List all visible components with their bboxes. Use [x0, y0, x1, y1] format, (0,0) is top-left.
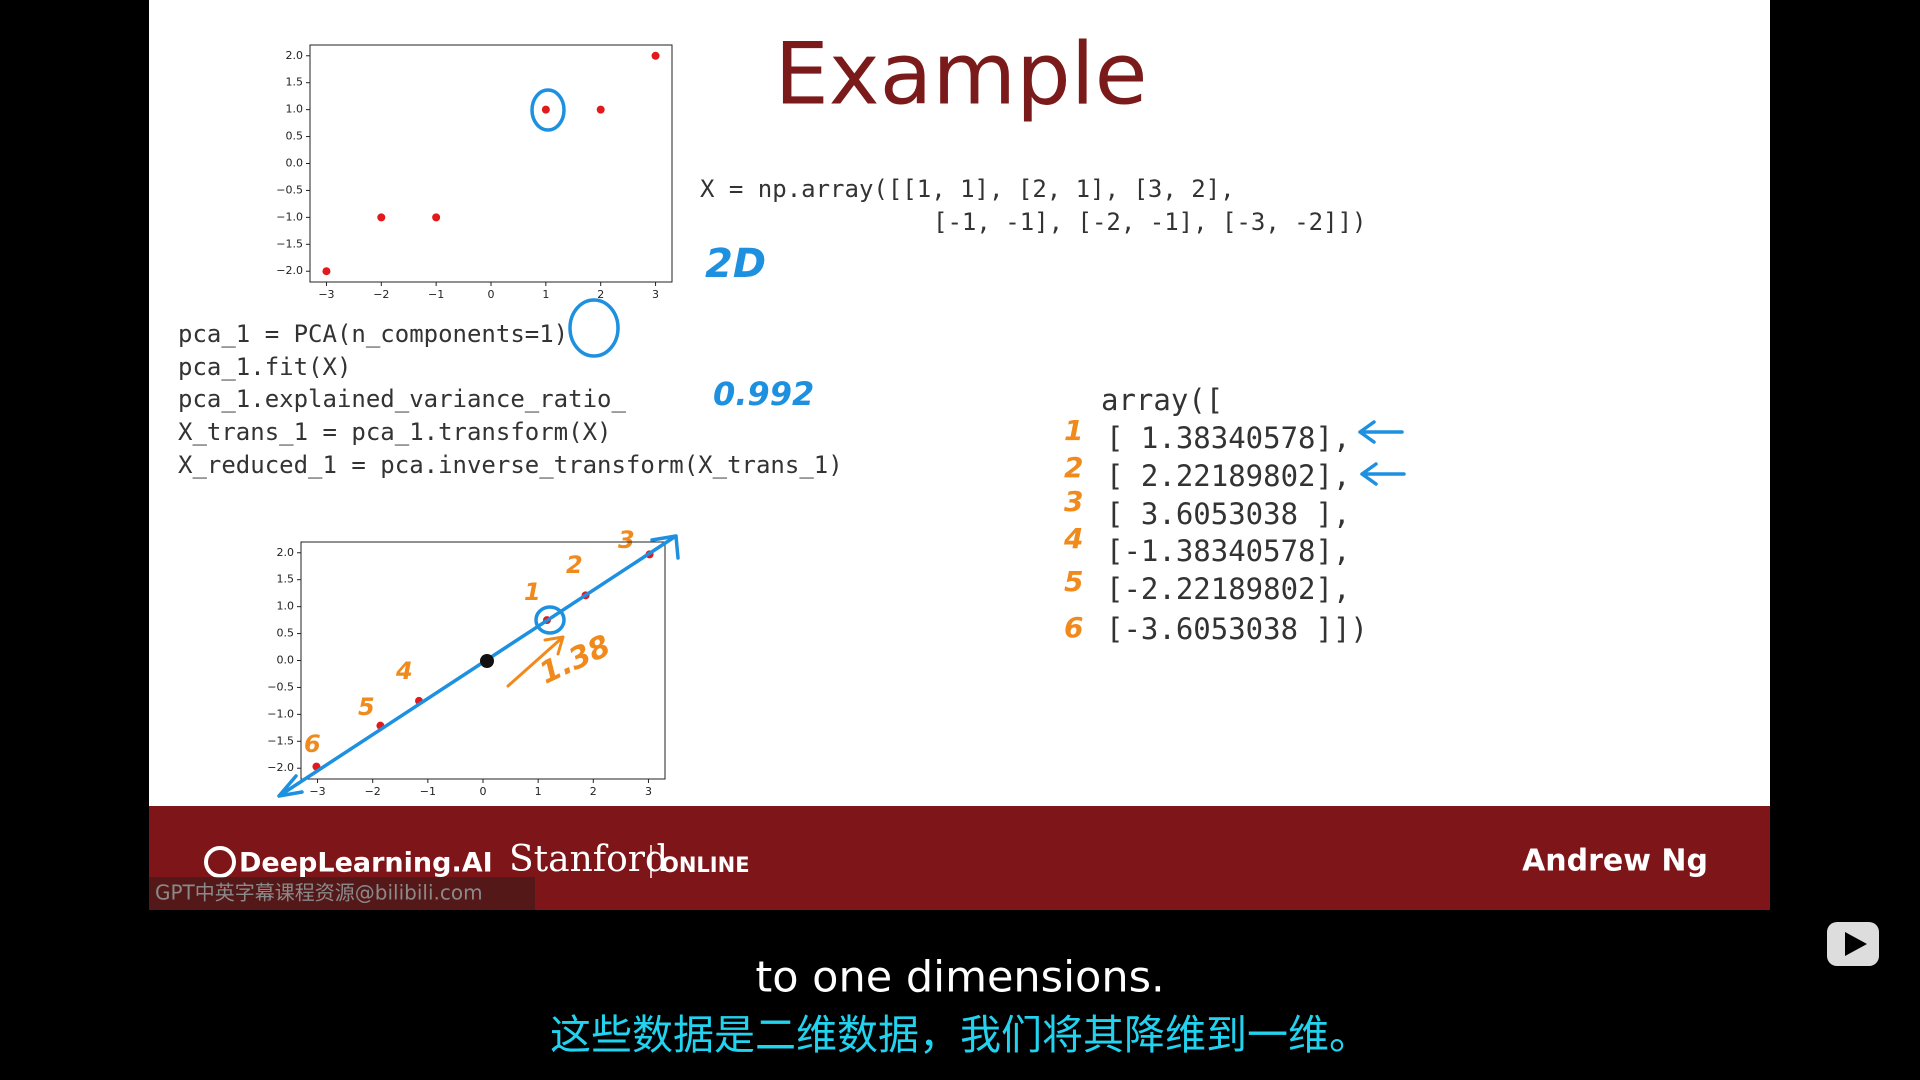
y-tick-label: −0.5 — [276, 183, 303, 196]
x-tick-label: 2 — [590, 785, 597, 798]
x-tick-label: −3 — [309, 785, 325, 798]
projection-line — [277, 534, 680, 798]
code-line: X_trans_1 = pca_1.transform(X) — [178, 418, 611, 446]
slide — [149, 0, 1770, 806]
output-line: [-2.22189802], — [1106, 572, 1350, 606]
y-tick-label: 0.0 — [286, 157, 304, 170]
arrow-note — [1358, 420, 1406, 486]
university: Stanford — [509, 839, 668, 880]
presenter: Andrew Ng — [1522, 844, 1708, 879]
y-tick-label: −1.5 — [267, 734, 294, 747]
data-point — [651, 51, 660, 60]
point-number: 3 — [618, 526, 635, 554]
output-line: array([ — [1101, 383, 1223, 417]
output-line: [ 3.6053038 ], — [1106, 497, 1350, 531]
y-tick-label: −2.0 — [267, 761, 294, 774]
x-tick-label: −1 — [428, 288, 444, 301]
row-number: 5 — [1064, 565, 1083, 598]
data-point — [377, 213, 386, 222]
slide-title: Example — [774, 24, 1147, 124]
row-number: 4 — [1063, 522, 1083, 555]
output-line: [-1.38340578], — [1106, 534, 1350, 568]
y-tick-label: −1.0 — [267, 707, 294, 720]
y-tick-label: 1.5 — [286, 76, 304, 89]
point-number: 4 — [395, 657, 413, 685]
row-number: 2 — [1064, 451, 1083, 484]
point-number: 2 — [566, 551, 583, 579]
x-tick-label: 3 — [652, 288, 659, 301]
watermark: GPT中英字幕课程资源@bilibili.com — [155, 881, 483, 905]
y-tick-label: 1.0 — [286, 103, 304, 116]
circle-note — [534, 605, 566, 635]
y-tick-label: 2.0 — [286, 49, 304, 62]
x-tick-label: 0 — [480, 785, 487, 798]
y-tick-label: 1.5 — [277, 573, 295, 586]
y-tick-label: −1.5 — [276, 237, 303, 250]
y-tick-label: −1.0 — [276, 210, 303, 223]
y-tick-label: 0.5 — [286, 130, 304, 143]
brand: DeepLearning.AI — [239, 848, 493, 879]
handwritten-note: 0.992 — [713, 375, 814, 413]
code-line: pca_1 = PCA(n_components=1) — [178, 320, 568, 348]
code-line: X = np.array([[1, 1], [2, 1], [3, 2], — [700, 175, 1235, 203]
code-line: [-1, -1], [-2, -1], [-3, -2]]) — [933, 208, 1366, 236]
row-number: 1 — [1064, 414, 1083, 447]
x-tick-label: −2 — [365, 785, 381, 798]
row-number: 3 — [1064, 485, 1083, 518]
x-tick-label: 3 — [645, 785, 652, 798]
output-line: [-3.6053038 ]]) — [1106, 612, 1368, 646]
y-tick-label: 0.0 — [277, 654, 295, 667]
y-tick-label: 0.5 — [277, 627, 295, 640]
online: ONLINE — [661, 853, 750, 877]
code-line: pca_1.fit(X) — [178, 353, 351, 381]
data-point — [541, 105, 550, 114]
y-tick-label: 1.0 — [277, 600, 295, 613]
brand-logo — [204, 846, 236, 878]
data-point — [596, 105, 605, 114]
y-tick-label: −2.0 — [276, 264, 303, 277]
output-line: [ 1.38340578], — [1106, 421, 1350, 455]
play-icon — [1845, 932, 1867, 956]
data-point — [322, 267, 331, 276]
handwritten-note: 2D — [705, 241, 766, 287]
code-line: X_reduced_1 = pca.inverse_transform(X_tr… — [178, 451, 843, 479]
circle-note — [568, 298, 620, 358]
code-line: pca_1.explained_variance_ratio_ — [178, 385, 626, 413]
x-tick-label: 1 — [535, 785, 542, 798]
x-tick-label: −3 — [318, 288, 334, 301]
arrow-note — [506, 635, 565, 688]
point-number: 5 — [358, 693, 375, 721]
x-tick-label: −2 — [373, 288, 389, 301]
x-tick-label: 2 — [597, 288, 604, 301]
x-tick-label: −1 — [420, 785, 436, 798]
circle-note — [530, 88, 566, 132]
x-tick-label: 1 — [542, 288, 549, 301]
row-number: 6 — [1064, 611, 1083, 644]
x-tick-label: 0 — [488, 288, 495, 301]
point-number: 1 — [524, 578, 541, 606]
y-tick-label: −0.5 — [267, 680, 294, 693]
watermark-box — [149, 877, 535, 910]
origin-mark — [480, 654, 494, 668]
output-line: [ 2.22189802], — [1106, 459, 1350, 493]
subtitle-en: to one dimensions. — [755, 953, 1164, 1003]
data-point — [432, 213, 441, 222]
y-tick-label: 2.0 — [277, 546, 295, 559]
subtitle-zh: 这些数据是二维数据，我们将其降维到一维。 — [550, 1011, 1370, 1059]
point-number: 6 — [304, 730, 321, 758]
annotations — [277, 88, 1406, 798]
